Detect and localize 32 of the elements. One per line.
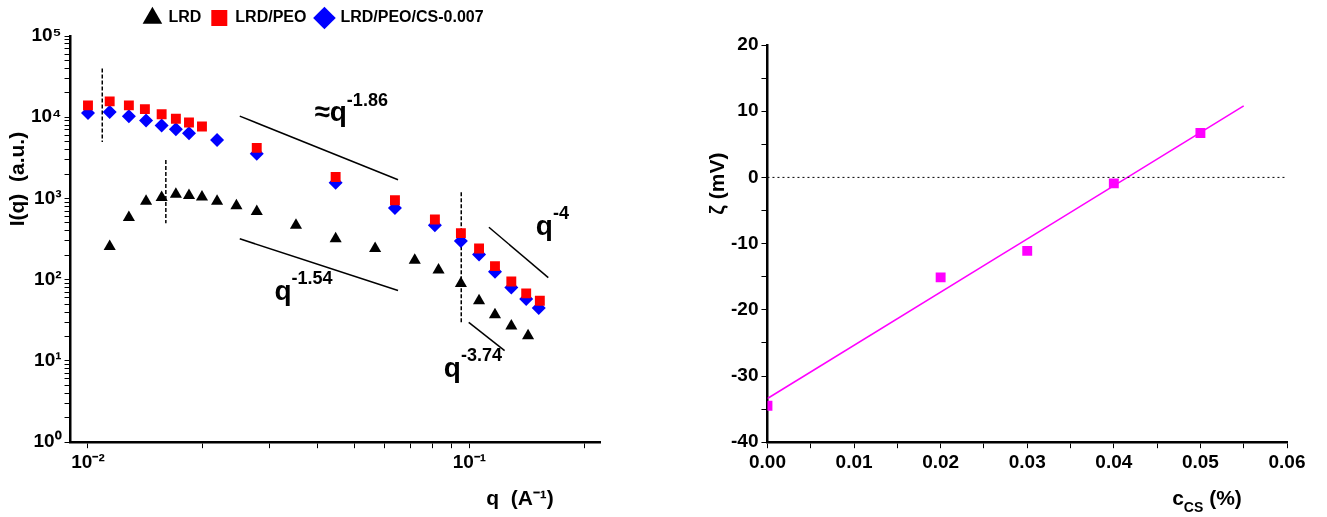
x-tick-label: 0.05 — [1181, 450, 1220, 472]
y-tick-label: 0 — [747, 165, 759, 187]
y-tick-label: 10³ — [34, 186, 62, 208]
x-tick-label: 0.00 — [748, 450, 786, 472]
point — [1108, 178, 1119, 189]
y-tick-label: -40 — [730, 430, 759, 452]
y-tick-label: 20 — [737, 33, 759, 55]
y-tick-label: 10² — [34, 267, 62, 289]
y-tick-label: 10⁵ — [31, 24, 62, 46]
y-axis-title: I(q) (a.u.) — [4, 131, 28, 227]
legend-label: LRD/PEO — [235, 8, 307, 26]
y-tick-label: 10⁴ — [30, 105, 62, 127]
y-tick-label: 10 — [737, 99, 759, 121]
point — [1022, 245, 1033, 256]
y-tick-label: -20 — [730, 298, 759, 320]
y-axis-title: ζ (mV) — [704, 152, 728, 215]
y-tick-label: -30 — [730, 364, 759, 386]
legend-label: LRD/PEO/CS-0.007 — [340, 8, 484, 26]
x-tick-label: 10⁻¹ — [452, 450, 487, 472]
x-tick-label: 0.02 — [922, 450, 960, 472]
legend-label: LRD — [168, 8, 202, 26]
point — [935, 272, 946, 283]
x-tick-label: 10⁻² — [71, 450, 105, 472]
y-tick-label: -10 — [730, 231, 759, 253]
point — [1195, 128, 1206, 138]
x-tick-label: 0.03 — [1008, 450, 1046, 472]
y-tick-label: 10⁰ — [33, 430, 62, 452]
x-axis-title: q (A⁻¹) — [486, 485, 554, 509]
x-tick-label: 0.01 — [835, 450, 873, 472]
x-tick-label: 0.06 — [1268, 450, 1306, 472]
x-tick-label: 0.04 — [1095, 450, 1133, 472]
y-tick-label: 10¹ — [34, 349, 62, 371]
